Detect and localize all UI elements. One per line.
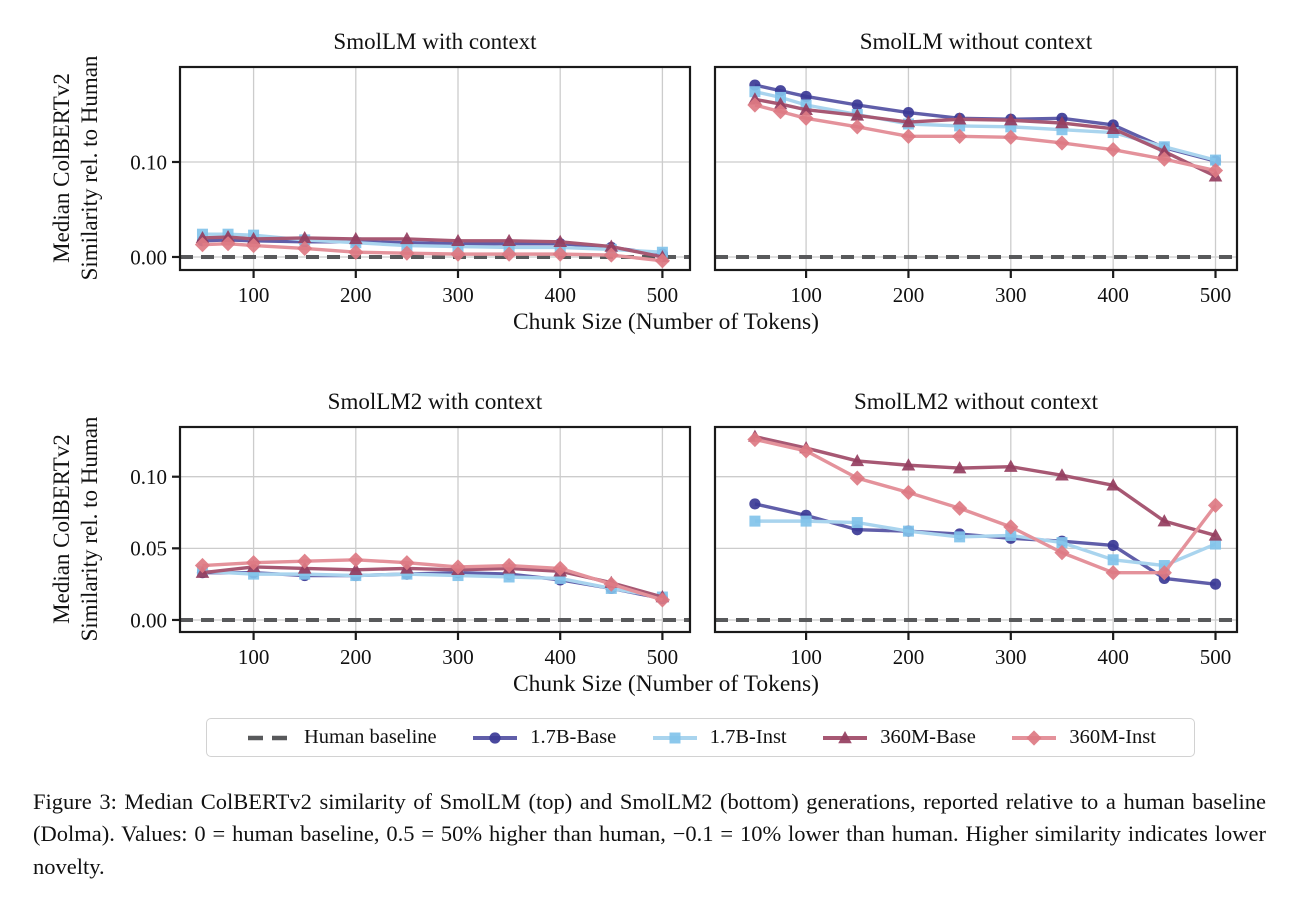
legend-item-360m-inst: 360M-Inst: [1010, 726, 1156, 749]
panel-title-smollm2-with-context: SmolLM2 with context: [327, 389, 543, 414]
x-tick-label: 300: [995, 645, 1027, 669]
gridlines: [715, 427, 1237, 632]
series-360M-Inst: [194, 552, 671, 608]
y-ticks: 0.00 0.05 0.10: [130, 465, 180, 632]
y-axis-label-top-row: Median ColBERTv2 Similarity rel. to Huma…: [48, 56, 104, 281]
x-ticks: 100 200 300 400 500: [790, 632, 1231, 669]
legend-label: Human baseline: [304, 726, 437, 748]
gridlines: [715, 67, 1237, 270]
line-marker-swatch-icon: [823, 730, 868, 743]
legend-label: 360M-Base: [880, 726, 976, 748]
series-360M-Inst: [747, 97, 1224, 179]
line-marker-swatch-icon: [1012, 729, 1057, 746]
series-360M-Base: [748, 429, 1223, 541]
x-tick-label: 100: [238, 283, 270, 307]
y-axis-label-line2: Similarity rel. to Human: [77, 416, 102, 642]
y-tick-label: 0.10: [130, 465, 167, 489]
x-axis-label-top-row: Chunk Size (Number of Tokens): [513, 309, 819, 335]
panel-title-smollm-without-context: SmolLM without context: [859, 29, 1093, 54]
series-360M-Base: [195, 230, 670, 263]
x-axis-label-bottom-row: Chunk Size (Number of Tokens): [513, 671, 819, 697]
panel-title-smollm2-without-context: SmolLM2 without context: [853, 389, 1099, 414]
x-tick-label: 100: [238, 645, 270, 669]
x-tick-label: 200: [340, 283, 372, 307]
x-tick-label: 300: [995, 283, 1027, 307]
x-tick-label: 200: [893, 645, 925, 669]
legend-label: 1.7B-Inst: [709, 726, 787, 748]
legend-label: 1.7B-Base: [530, 726, 617, 748]
y-ticks: 0.00 0.10: [130, 150, 180, 269]
legend-item-human-baseline: Human baseline: [245, 726, 437, 749]
y-tick-label: 0.10: [130, 150, 167, 174]
panel-3: 100 200 300 400 500: [713, 425, 1239, 669]
legend-label: 360M-Inst: [1069, 726, 1156, 748]
series-1.7B-Inst: [196, 565, 668, 603]
series-1.7B-Inst: [749, 515, 1222, 572]
panel-2: 100 200 300 400 500 0.00 0.05 0.10: [130, 425, 692, 669]
line-marker-swatch-icon: [473, 731, 518, 744]
x-ticks: 100 200 300 400 500: [238, 270, 678, 307]
x-tick-label: 400: [1097, 645, 1129, 669]
x-tick-label: 400: [1097, 283, 1129, 307]
legend-item-1-7b-base: 1.7B-Base: [471, 726, 616, 749]
y-axis-label-line2: Similarity rel. to Human: [77, 55, 102, 281]
x-tick-label: 500: [1200, 645, 1232, 669]
legend: Human baseline 1.7B-Base 1.7B-Inst 360M-Bas…: [206, 718, 1195, 757]
x-tick-label: 500: [647, 283, 679, 307]
x-tick-label: 100: [790, 645, 822, 669]
y-tick-label: 0.00: [130, 608, 167, 632]
x-tick-label: 300: [442, 645, 474, 669]
x-ticks: 100 200 300 400 500: [790, 270, 1231, 307]
y-tick-label: 0.00: [130, 245, 167, 269]
x-tick-label: 200: [893, 283, 925, 307]
series-360M-Inst: [194, 236, 671, 269]
legend-item-1-7b-inst: 1.7B-Inst: [651, 726, 787, 749]
y-axis-label-line1: Median ColBERTv2: [48, 73, 74, 263]
figure-caption: Figure 3: Median ColBERTv2 similarity of…: [33, 789, 1266, 879]
x-tick-label: 500: [647, 645, 679, 669]
panel-0: 100 200 300 400 500 0.00 0.10: [130, 65, 692, 307]
x-tick-label: 400: [544, 283, 576, 307]
x-tick-label: 400: [544, 645, 576, 669]
legend-item-360m-base: 360M-Base: [821, 726, 976, 749]
series-1.7B-Base: [749, 79, 1222, 167]
x-tick-label: 500: [1200, 283, 1232, 307]
y-axis-label-bottom-row: Median ColBERTv2 Similarity rel. to Huma…: [48, 417, 104, 642]
x-tick-label: 100: [790, 283, 822, 307]
x-ticks: 100 200 300 400 500: [238, 632, 678, 669]
x-tick-label: 300: [442, 283, 474, 307]
dashed-line-swatch-icon: [248, 735, 290, 740]
y-tick-label: 0.05: [130, 537, 167, 561]
y-axis-label-line1: Median ColBERTv2: [48, 434, 74, 624]
panel-title-smollm-with-context: SmolLM with context: [333, 29, 537, 54]
panel-1: 100 200 300 400 500: [713, 65, 1239, 307]
line-marker-swatch-icon: [652, 732, 697, 743]
x-tick-label: 200: [340, 645, 372, 669]
gridlines: [180, 427, 690, 632]
series-360M-Inst: [747, 431, 1224, 581]
